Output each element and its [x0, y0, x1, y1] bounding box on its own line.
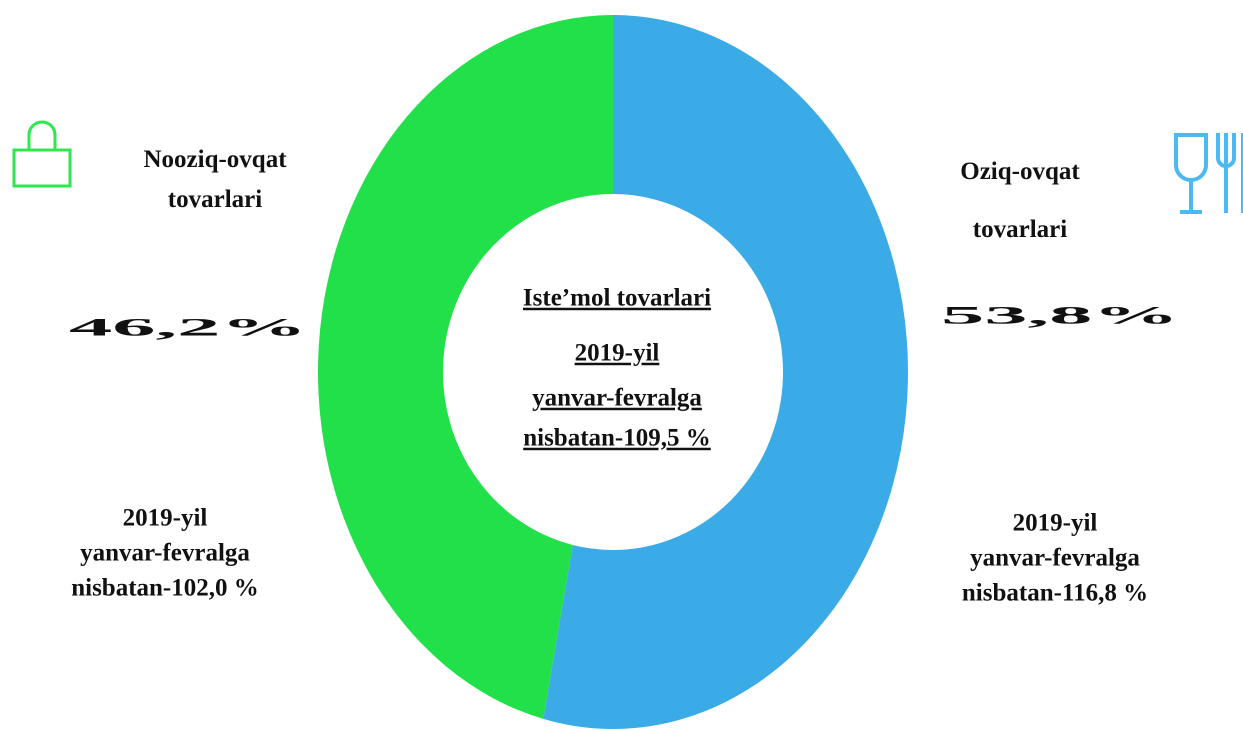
slice: [543, 15, 908, 730]
note: nisbatan-102,0 %: [71, 575, 259, 602]
value-label: 53,8%: [941, 303, 1179, 330]
center-text: Iste’mol tovarlari: [523, 285, 711, 312]
slice: [317, 15, 613, 719]
note: nisbatan-116,8 %: [962, 580, 1148, 607]
category-label: Oziq-ovqat tovarlari: [960, 158, 1080, 243]
note: 2019-yil: [1013, 510, 1098, 537]
center-text: yanvar-fevralga: [532, 385, 702, 412]
center-text: 2019-yil: [575, 340, 660, 367]
cutlery-icon: [1174, 133, 1243, 214]
note: yanvar-fevralga: [80, 540, 250, 567]
category-label: Nooziq-ovqat tovarlari: [143, 146, 287, 213]
value-label: 46,2%: [69, 315, 307, 342]
center-text: nisbatan-109,5 %: [523, 425, 711, 452]
note: yanvar-fevralga: [970, 545, 1140, 572]
note: 2019-yil: [123, 505, 208, 532]
bag-icon: [12, 120, 72, 188]
